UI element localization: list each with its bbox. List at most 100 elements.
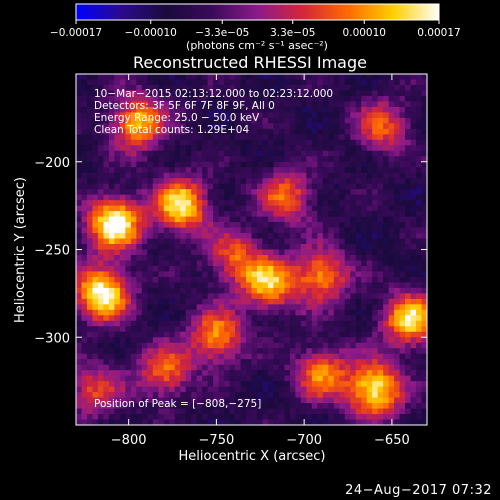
heatmap-cell	[377, 233, 384, 240]
heatmap-cell	[399, 276, 406, 284]
heatmap-cell	[202, 189, 209, 196]
heatmap-cell	[339, 216, 346, 223]
heatmap-cell	[344, 233, 351, 240]
heatmap-cell	[169, 375, 176, 382]
heatmap-cell	[251, 331, 258, 338]
heatmap-cell	[103, 238, 110, 245]
heatmap-cell	[125, 309, 132, 316]
heatmap-cell	[125, 205, 132, 212]
heatmap-cell	[108, 84, 115, 92]
heatmap-cell	[147, 84, 154, 92]
heatmap-cell	[295, 265, 302, 273]
heatmap-cell	[273, 353, 280, 360]
heatmap-cell	[108, 304, 115, 311]
heatmap-cell	[141, 397, 148, 404]
heatmap-cell	[322, 364, 329, 371]
heatmap-cell	[224, 84, 231, 92]
heatmap-cell	[152, 386, 159, 393]
heatmap-cell	[202, 79, 209, 86]
heatmap-cell	[328, 84, 335, 92]
heatmap-cell	[410, 90, 417, 97]
heatmap-cell	[218, 331, 225, 338]
heatmap-cell	[317, 309, 324, 316]
heatmap-cell	[185, 167, 192, 174]
heatmap-cell	[229, 106, 236, 113]
heatmap-cell	[185, 353, 192, 360]
heatmap-cell	[246, 161, 253, 168]
heatmap-cell	[350, 101, 357, 108]
heatmap-cell	[180, 293, 187, 300]
heatmap-cell	[246, 178, 253, 185]
heatmap-cell	[394, 90, 401, 97]
heatmap-cell	[410, 293, 417, 300]
heatmap-cell	[284, 95, 291, 103]
heatmap-cell	[147, 200, 154, 207]
heatmap-cell	[300, 84, 307, 92]
heatmap-cell	[152, 84, 159, 92]
heatmap-cell	[174, 265, 181, 273]
heatmap-cell	[322, 249, 329, 256]
heatmap-cell	[388, 260, 395, 267]
heatmap-cell	[202, 244, 209, 251]
heatmap-cell	[218, 172, 225, 179]
heatmap-cell	[130, 342, 137, 349]
heatmap-cell	[213, 271, 220, 278]
heatmap-cell	[311, 145, 318, 152]
heatmap-cell	[97, 200, 105, 207]
heatmap-cell	[246, 200, 253, 207]
heatmap-cell	[114, 408, 121, 415]
heatmap-cell	[328, 337, 335, 344]
heatmap-cell	[180, 397, 187, 404]
heatmap-cell	[235, 233, 242, 240]
heatmap-cell	[295, 260, 302, 267]
heatmap-cell	[317, 375, 324, 382]
heatmap-cell	[394, 326, 401, 333]
heatmap-cell	[333, 244, 340, 251]
heatmap-cell	[273, 419, 280, 425]
heatmap-cell	[76, 161, 83, 168]
heatmap-cell	[224, 117, 231, 124]
heatmap-cell	[158, 95, 165, 103]
heatmap-cell	[355, 397, 362, 404]
heatmap-cell	[251, 211, 258, 218]
heatmap-cell	[355, 123, 362, 130]
heatmap-cell	[119, 342, 126, 349]
heatmap-cell	[158, 233, 165, 240]
heatmap-cell	[350, 359, 357, 366]
heatmap-cell	[185, 381, 192, 388]
heatmap-cell	[416, 112, 423, 119]
heatmap-cell	[119, 419, 126, 425]
heatmap-cell	[125, 145, 132, 152]
heatmap-cell	[251, 150, 258, 157]
heatmap-cell	[218, 189, 225, 196]
heatmap-cell	[152, 331, 159, 338]
heatmap-cell	[410, 353, 417, 360]
heatmap-cell	[273, 414, 280, 421]
heatmap-cell	[240, 90, 247, 97]
heatmap-cell	[361, 150, 368, 157]
heatmap-cell	[322, 309, 329, 316]
heatmap-cell	[300, 205, 307, 212]
heatmap-cell	[125, 414, 132, 421]
heatmap-cell	[421, 183, 427, 190]
heatmap-cell	[322, 112, 329, 119]
heatmap-cell	[317, 320, 324, 327]
heatmap-cell	[103, 233, 110, 240]
heatmap-cell	[218, 101, 225, 108]
heatmap-cell	[394, 304, 401, 311]
heatmap-cell	[218, 276, 225, 284]
heatmap-cell	[196, 386, 203, 393]
heatmap-cell	[311, 276, 318, 284]
heatmap-cell	[383, 194, 390, 201]
heatmap-cell	[119, 216, 126, 223]
heatmap-cell	[328, 101, 335, 108]
heatmap-cell	[350, 211, 357, 218]
heatmap-cell	[141, 156, 148, 163]
heatmap-cell	[246, 79, 253, 86]
heatmap-cell	[152, 244, 159, 251]
heatmap-cell	[410, 244, 417, 251]
heatmap-cell	[333, 112, 340, 119]
heatmap-cell	[202, 123, 209, 130]
heatmap-cell	[383, 106, 390, 113]
heatmap-cell	[372, 95, 379, 103]
